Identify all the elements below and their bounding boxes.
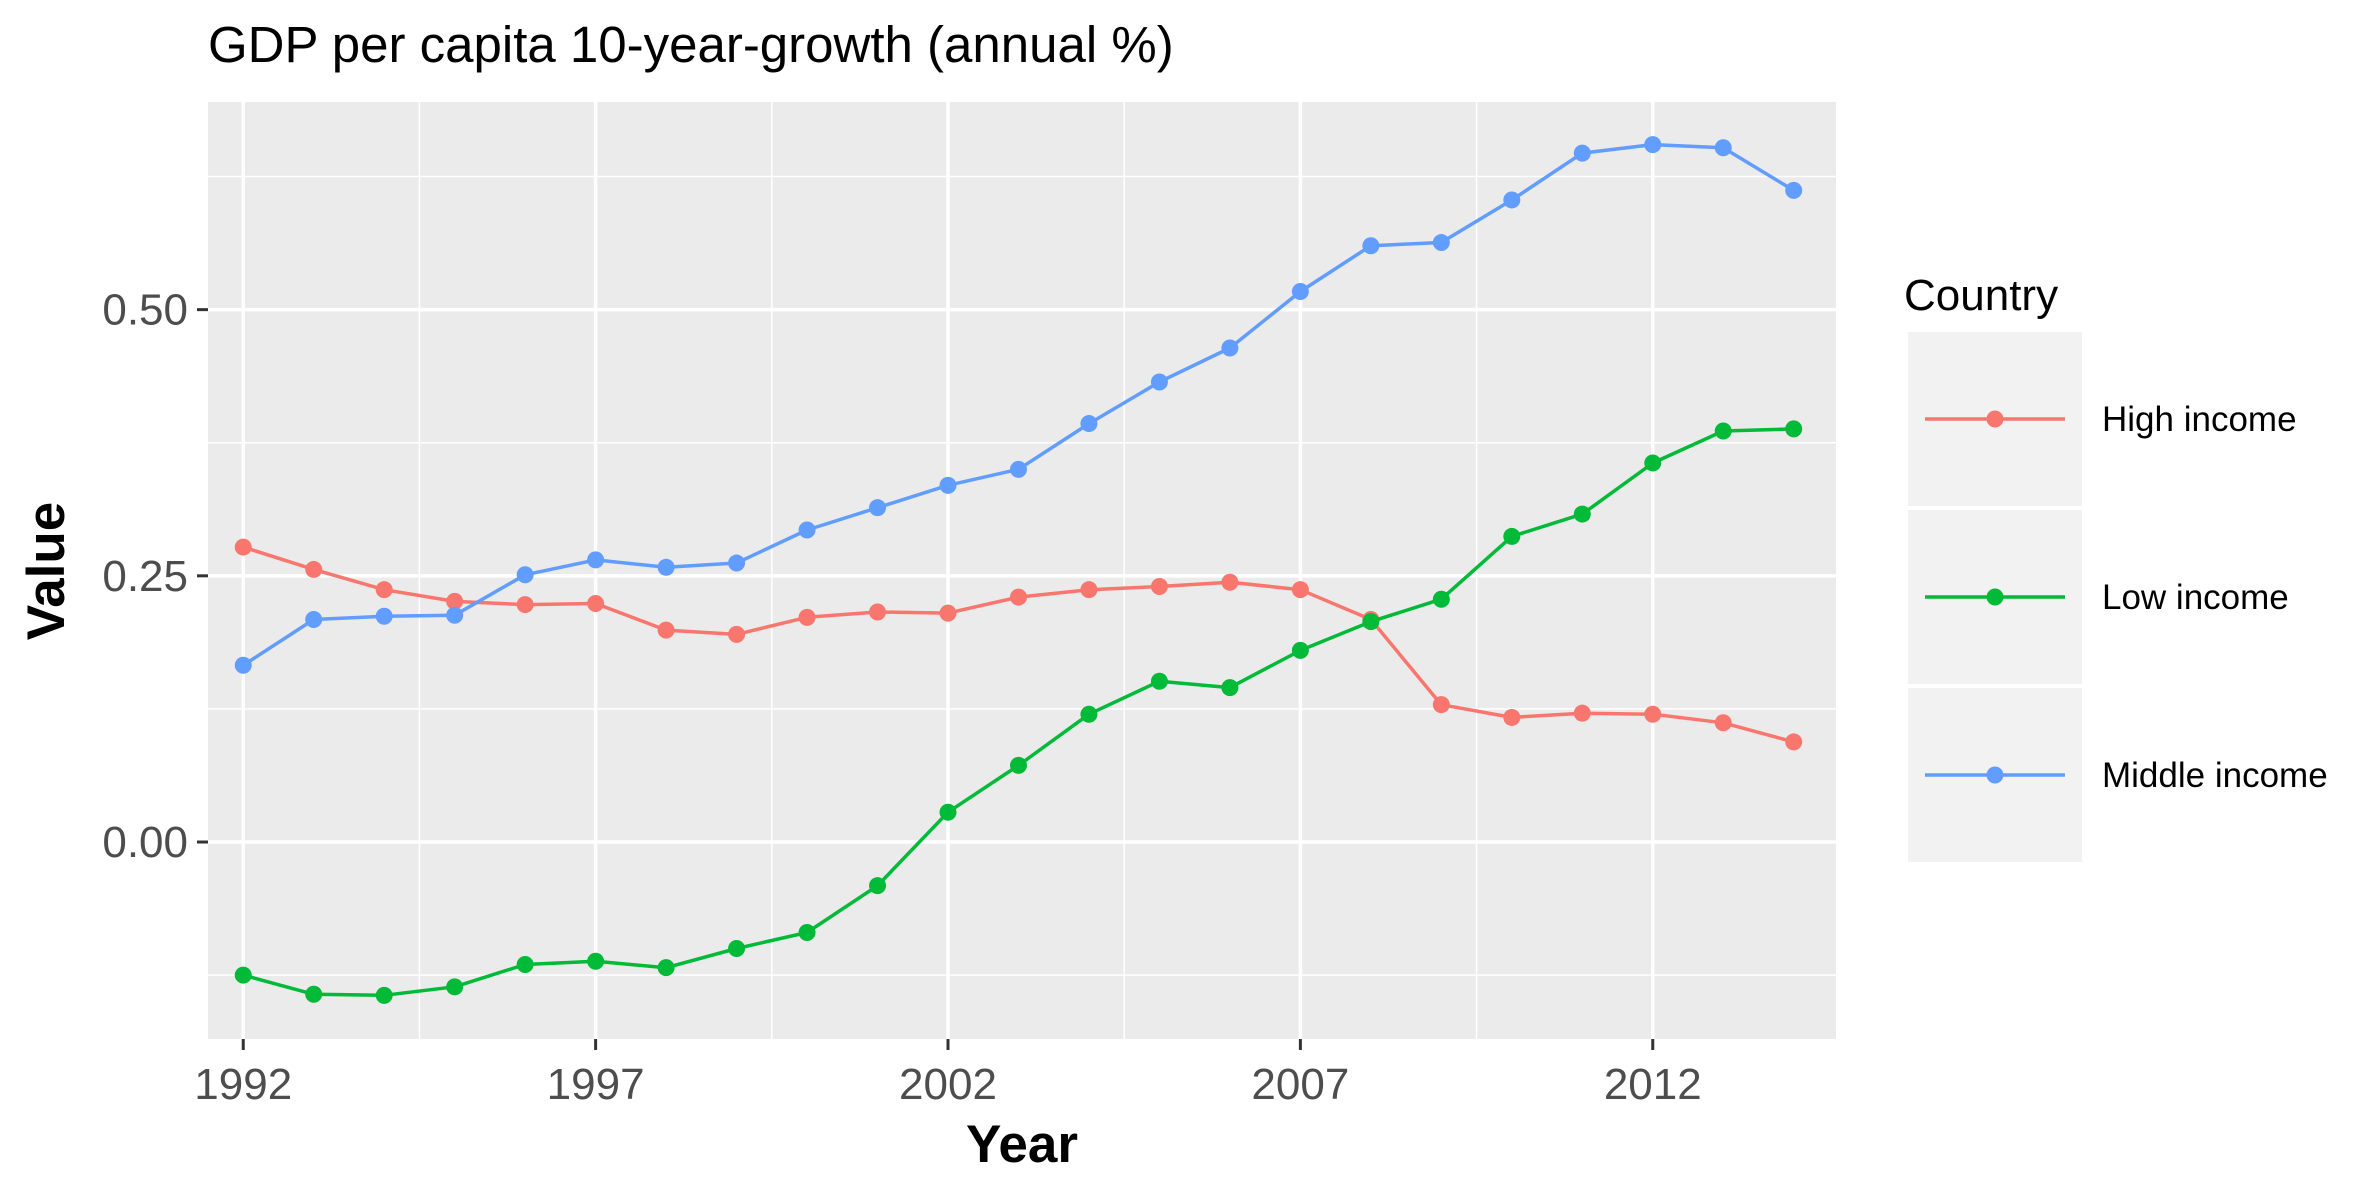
data-point — [446, 592, 464, 610]
x-tick-label: 2012 — [1604, 1060, 1702, 1109]
data-point — [1150, 373, 1168, 391]
legend-items: High income Low income Middle income — [1908, 332, 2328, 862]
data-point — [1432, 234, 1450, 252]
data-point — [1362, 237, 1380, 255]
data-point — [1714, 422, 1732, 440]
data-point — [1573, 144, 1591, 162]
data-point — [234, 656, 252, 674]
data-point — [516, 955, 534, 973]
data-point — [1080, 415, 1098, 433]
data-point — [1785, 181, 1803, 199]
data-point — [657, 959, 675, 977]
data-point — [375, 986, 393, 1004]
data-point — [1644, 705, 1662, 723]
data-point — [1080, 581, 1098, 599]
data-point — [587, 595, 605, 613]
data-point — [798, 521, 816, 539]
legend: Country High income Low income Middle inco… — [1904, 271, 2328, 862]
legend-key-point — [1986, 588, 2004, 606]
data-point — [375, 581, 393, 599]
data-point — [1573, 505, 1591, 523]
tick-labels: 1992 1997 2002 2007 2012 0.00 0.25 0.50 — [102, 286, 1701, 1109]
data-point — [1150, 577, 1168, 595]
data-point — [1221, 339, 1239, 357]
data-point — [1573, 704, 1591, 722]
y-tick-label: 0.25 — [102, 552, 188, 601]
data-point — [869, 499, 887, 517]
data-point — [728, 554, 746, 572]
data-point — [1714, 139, 1732, 157]
data-point — [728, 939, 746, 957]
minor-gridlines — [208, 102, 1836, 1039]
data-point — [1432, 590, 1450, 608]
data-point — [1291, 581, 1309, 599]
data-point — [1009, 460, 1027, 478]
data-point — [587, 952, 605, 970]
data-point — [1644, 136, 1662, 154]
x-axis-title: Year — [966, 1115, 1078, 1174]
data-point — [869, 603, 887, 621]
data-point — [657, 621, 675, 639]
data-point — [305, 985, 323, 1003]
data-point — [587, 551, 605, 569]
data-point — [939, 604, 957, 622]
data-point — [1080, 705, 1098, 723]
data-point — [1150, 672, 1168, 690]
data-point — [305, 610, 323, 628]
data-point — [446, 978, 464, 996]
x-tick-label: 2007 — [1251, 1060, 1349, 1109]
legend-title: Country — [1904, 271, 2058, 320]
data-point — [1644, 454, 1662, 472]
data-point — [1503, 527, 1521, 545]
y-tick-label: 0.00 — [102, 818, 188, 867]
data-point — [234, 538, 252, 556]
chart-title: GDP per capita 10-year-growth (annual %) — [208, 16, 1174, 73]
data-point — [1503, 191, 1521, 209]
data-point — [657, 558, 675, 576]
data-point — [305, 560, 323, 578]
data-point — [1221, 573, 1239, 591]
data-point — [798, 924, 816, 942]
x-tick-label: 1992 — [194, 1060, 292, 1109]
data-point — [1785, 420, 1803, 438]
data-point — [728, 625, 746, 643]
data-point — [1009, 588, 1027, 606]
plot-panel — [208, 102, 1836, 1039]
data-point — [446, 606, 464, 624]
data-point — [516, 596, 534, 614]
data-point — [798, 608, 816, 626]
data-point — [1291, 641, 1309, 659]
x-tick-label: 1997 — [547, 1060, 645, 1109]
data-point — [939, 803, 957, 821]
data-point — [234, 966, 252, 984]
data-point — [1714, 714, 1732, 732]
axis-ticks — [197, 308, 1655, 1050]
data-point — [869, 877, 887, 895]
major-gridlines — [208, 102, 1836, 1039]
data-point — [939, 476, 957, 494]
data-point — [1503, 708, 1521, 726]
legend-label: Middle income — [2102, 756, 2328, 795]
data-point — [1221, 679, 1239, 697]
data-point — [1009, 756, 1027, 774]
data-point — [1432, 696, 1450, 714]
data-point — [1362, 613, 1380, 631]
legend-key-point — [1986, 766, 2004, 784]
data-point — [375, 607, 393, 625]
data-point — [1785, 733, 1803, 751]
series-layer — [234, 136, 1803, 1004]
legend-label: Low income — [2102, 578, 2289, 617]
legend-key-point — [1986, 410, 2004, 428]
x-tick-label: 2002 — [899, 1060, 997, 1109]
y-axis-title: Value — [17, 502, 76, 640]
y-tick-label: 0.50 — [102, 286, 188, 335]
data-point — [1291, 283, 1309, 301]
data-point — [516, 566, 534, 584]
legend-label: High income — [2102, 400, 2297, 439]
